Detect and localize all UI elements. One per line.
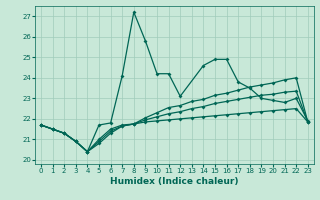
X-axis label: Humidex (Indice chaleur): Humidex (Indice chaleur) [110,177,239,186]
